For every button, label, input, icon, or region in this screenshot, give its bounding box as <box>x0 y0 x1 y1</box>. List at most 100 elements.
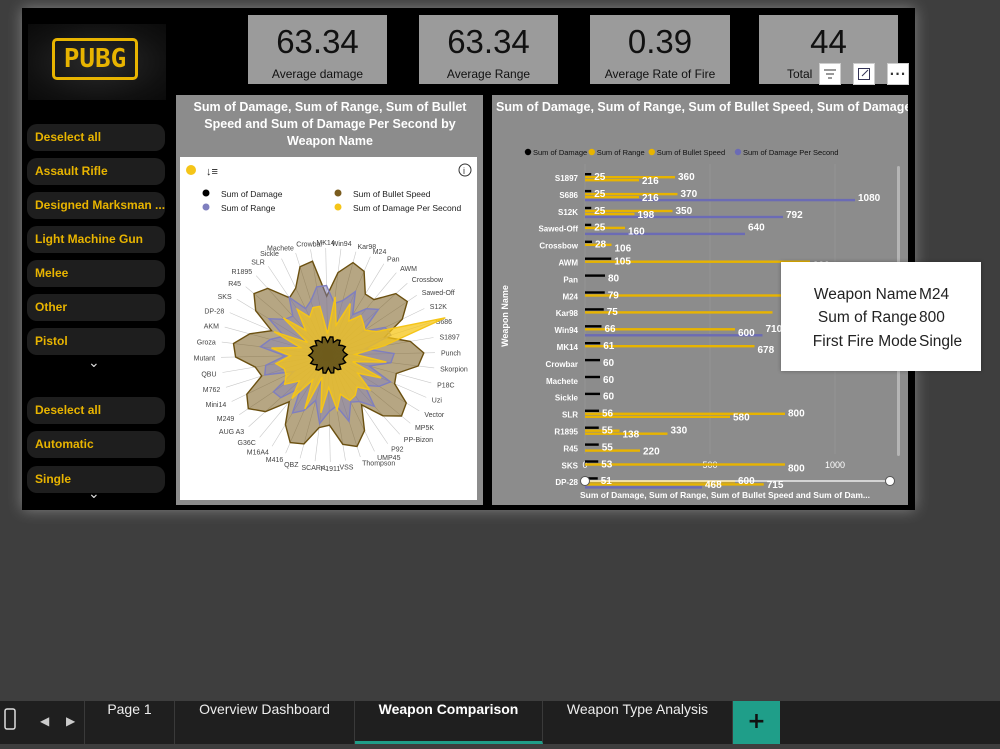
data-label: 216 <box>642 176 659 187</box>
bar-chart-title: Sum of Damage, Sum of Range, Sum of Bull… <box>496 100 908 114</box>
category-label: Kar98 <box>556 309 579 318</box>
slicer-item-automatic[interactable]: Automatic <box>27 431 165 458</box>
radar-axis-label: Groza <box>197 339 216 346</box>
data-label: 80 <box>608 273 620 284</box>
slicer-item-melee[interactable]: Melee <box>27 260 165 287</box>
focus-mode-icon[interactable] <box>853 63 875 85</box>
bar <box>585 274 605 277</box>
bar <box>585 176 675 179</box>
data-label: 580 <box>733 413 750 424</box>
kpi-card-average-range[interactable]: 63.34 Average Range <box>419 15 558 84</box>
filter-icon-glyph <box>824 69 836 79</box>
kpi-label: Average Rate of Fire <box>604 67 716 81</box>
tooltip-key: First Fire Mode <box>812 333 917 350</box>
radar-axis-label: R1895 <box>232 269 253 276</box>
slicer-item-single[interactable]: Single <box>27 466 165 493</box>
bar <box>585 325 602 328</box>
radar-axis-label: SKS <box>218 294 232 301</box>
radar-axis-label: MK14 <box>316 240 334 247</box>
category-label: DP-28 <box>555 478 578 487</box>
bar <box>585 334 763 337</box>
tab-weapon-type-analysis[interactable]: Weapon Type Analysis <box>543 701 733 744</box>
kpi-card-average-damage[interactable]: 63.34 Average damage <box>248 15 387 84</box>
kpi-card-average-rate-of-fire[interactable]: 0.39 Average Rate of Fire <box>590 15 730 84</box>
slicer-item-designed-marksman[interactable]: Designed Marksman ... <box>27 192 165 219</box>
data-label: 160 <box>628 227 645 238</box>
tooltip-row-first-fire-mode: First Fire Mode Single <box>781 333 981 355</box>
radar-axis-label: Sawed-Off <box>422 290 455 297</box>
data-label: 600 <box>738 476 755 487</box>
bar <box>585 443 599 446</box>
bar <box>585 460 599 463</box>
bar <box>585 260 810 263</box>
pubg-logo: PUBG <box>52 38 138 80</box>
legend-marker <box>734 148 742 156</box>
bar <box>585 257 612 260</box>
bar <box>585 195 639 199</box>
slicer-item-pistol[interactable]: Pistol <box>27 328 165 355</box>
category-label: M24 <box>562 292 578 301</box>
category-label: MK14 <box>557 343 579 352</box>
slicer-item-light-machine-gun[interactable]: Light Machine Gun <box>27 226 165 253</box>
bar <box>585 345 755 348</box>
mobile-layout-icon[interactable] <box>3 708 17 732</box>
bar <box>585 294 785 297</box>
legend-label: Sum of Damage <box>533 148 587 157</box>
bar <box>585 429 620 432</box>
bar <box>585 206 592 210</box>
legend-marker <box>524 148 532 156</box>
next-page-icon[interactable]: ▶ <box>66 714 76 728</box>
info-icon-glyph: i <box>463 166 465 176</box>
data-label: 55 <box>602 426 614 437</box>
data-label: 106 <box>615 244 632 255</box>
tooltip-key: Sum of Range <box>817 309 917 326</box>
tooltip-row-weapon-name: Weapon Name M24 <box>781 286 981 308</box>
bar <box>585 375 600 379</box>
bar <box>585 226 625 230</box>
radar-chart-title: Sum of Damage, Sum of Range, Sum of Bull… <box>193 100 467 148</box>
emoji-icon <box>186 165 196 175</box>
data-label: 360 <box>678 172 695 183</box>
radar-axis-label: G36C <box>238 440 256 447</box>
chevron-down-icon[interactable]: ⌄ <box>88 355 100 371</box>
category-label: S12K <box>558 208 578 217</box>
legend-label: Sum of Bullet Speed <box>657 148 725 157</box>
chevron-down-icon[interactable]: ⌄ <box>88 486 100 502</box>
radar-axis-label: S12K <box>430 304 447 311</box>
data-label: 640 <box>748 223 765 234</box>
category-label: AWM <box>558 259 578 268</box>
data-label: 216 <box>642 193 659 204</box>
bar <box>585 243 612 246</box>
data-label: 25 <box>594 206 606 217</box>
bar <box>585 232 745 236</box>
filter-icon[interactable] <box>819 63 841 85</box>
tab-weapon-comparison[interactable]: Weapon Comparison <box>355 701 543 744</box>
category-label: Crossbow <box>539 242 578 251</box>
radar-axis-label: M416 <box>266 457 284 464</box>
tab-overview-dashboard[interactable]: Overview Dashboard <box>175 701 355 744</box>
data-label: 79 <box>608 290 620 301</box>
category-label: R1895 <box>554 428 578 437</box>
data-label: 55 <box>602 442 614 453</box>
radar-axis-label: Skorpion <box>440 367 468 374</box>
bar <box>585 308 604 311</box>
tab-page-1[interactable]: Page 1 <box>84 701 175 744</box>
slicer-item-other[interactable]: Other <box>27 294 165 321</box>
slicer-item-assault-rifle[interactable]: Assault Rifle <box>27 158 165 185</box>
radar-axis-label: P1911 <box>321 466 341 473</box>
prev-page-icon[interactable]: ◀ <box>40 714 50 728</box>
kpi-value: 63.34 <box>447 23 530 60</box>
radar-axis-label: Vector <box>424 412 445 419</box>
bar <box>585 463 785 466</box>
bar <box>585 449 640 452</box>
legend-marker <box>202 203 210 211</box>
radar-axis-label: S1897 <box>439 335 459 342</box>
bar <box>585 240 592 243</box>
slicer-deselect-all[interactable]: Deselect all <box>27 124 165 151</box>
slicer-deselect-all-fire-mode[interactable]: Deselect all <box>27 397 165 424</box>
data-label: 51 <box>601 476 613 487</box>
radar-axis-label: UMP45 <box>377 455 400 462</box>
data-label: 60 <box>603 392 615 403</box>
more-options-icon[interactable]: ··· <box>887 63 909 85</box>
add-page-button[interactable]: + <box>733 701 780 744</box>
